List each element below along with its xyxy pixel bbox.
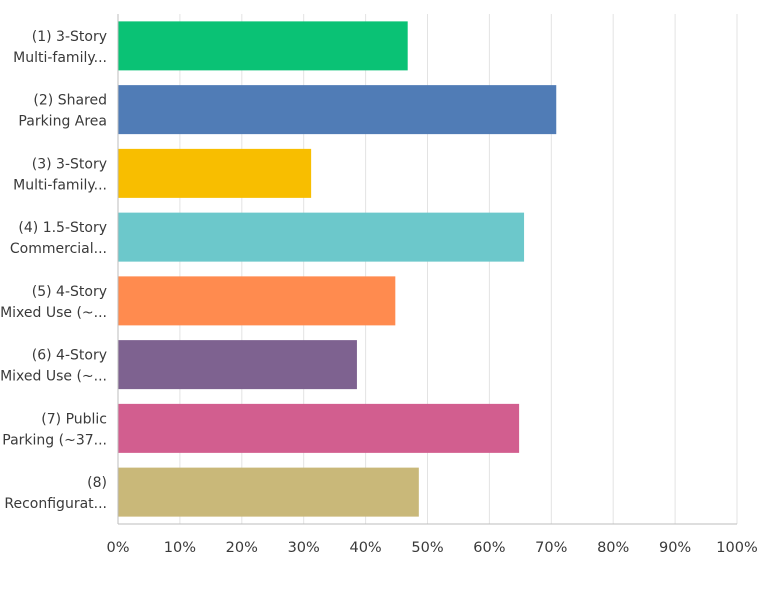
x-tick-label: 30%	[288, 540, 320, 556]
x-tick-label: 0%	[106, 540, 129, 556]
category-label: (1) 3-Story	[32, 29, 107, 45]
bar	[118, 467, 419, 517]
x-tick-label: 90%	[659, 540, 691, 556]
bar	[118, 276, 396, 326]
bar	[118, 403, 520, 453]
category-label: (3) 3-Story	[32, 156, 107, 172]
bar	[118, 85, 557, 135]
x-tick-label: 50%	[411, 540, 443, 556]
x-tick-label: 60%	[473, 540, 505, 556]
category-labels: (1) 3-Story Multi-family... (2) Shared Park…	[0, 29, 107, 512]
category-label: Mixed Use (~...	[0, 369, 107, 385]
category-label: (5) 4-Story	[32, 284, 107, 300]
category-label: (7) Public	[41, 411, 107, 427]
x-tick-label: 100%	[716, 540, 757, 556]
x-tick-label: 20%	[226, 540, 258, 556]
x-tick-label: 80%	[597, 540, 629, 556]
category-label: Multi-family...	[13, 177, 107, 193]
x-tick-label: 70%	[535, 540, 567, 556]
category-label: Commercial...	[10, 241, 107, 257]
category-label: (6) 4-Story	[32, 348, 107, 364]
bar	[118, 212, 525, 262]
category-label: Multi-family...	[13, 50, 107, 66]
category-label: (4) 1.5-Story	[18, 220, 107, 236]
x-tick-label: 40%	[349, 540, 381, 556]
bar	[118, 340, 357, 390]
category-label: (8)	[87, 475, 107, 491]
x-tick-labels: 0% 10% 20% 30% 40% 50% 60% 70% 80% 90% 100%	[106, 540, 757, 556]
category-label: Parking (~37...	[2, 432, 107, 448]
category-label: Parking Area	[18, 114, 107, 130]
x-tick-label: 10%	[164, 540, 196, 556]
category-label: (2) Shared	[33, 93, 107, 109]
bar	[118, 148, 312, 198]
bar	[118, 21, 408, 71]
bars	[118, 21, 557, 517]
category-label: Reconfigurat...	[4, 496, 107, 512]
category-label: Mixed Use (~...	[0, 305, 107, 321]
